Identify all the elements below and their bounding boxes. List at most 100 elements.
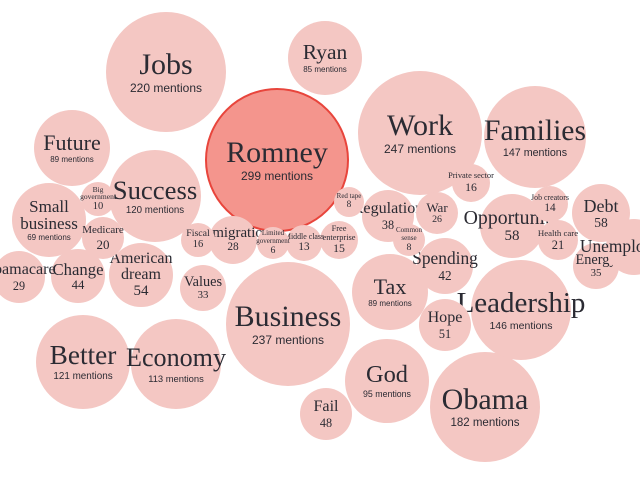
bubble-families[interactable]: Families 147 mentions (484, 86, 586, 188)
bubble-ryan[interactable]: Ryan 85 mentions (288, 21, 362, 95)
bubble-change[interactable]: Change 44 (51, 249, 105, 303)
bubble-label: Health care (537, 227, 579, 238)
bubble-immigration[interactable]: Immigration 28 (196, 216, 270, 264)
bubble-mentions: 220 mentions (129, 81, 203, 96)
bubble-label: Fiscal (186, 228, 210, 240)
bubble-label: Change (52, 259, 104, 279)
bubble-value: 51 (438, 326, 452, 341)
bubble-label: Tax (373, 273, 407, 299)
bubble-value: 38 (381, 217, 395, 232)
bubble-mentions: 69 mentions (27, 233, 71, 243)
bubble-big-government[interactable]: Big government 10 (80, 182, 116, 216)
bubble-obama[interactable]: Obama 182 mentions (430, 352, 540, 462)
bubble-energy[interactable]: Energy 35 (573, 243, 619, 289)
bubble-mentions: 85 mentions (303, 64, 347, 74)
bubble-label: Debt (583, 195, 619, 216)
bubble-label: Success (112, 174, 198, 205)
bubble-value: 10 (92, 200, 104, 212)
bubble-god[interactable]: God 95 mentions (345, 339, 429, 423)
bubble-label: Obamacare (0, 261, 56, 279)
bubble-value: 42 (438, 267, 452, 283)
bubble-value: 8 (406, 241, 412, 253)
bubble-mentions: 247 mentions (383, 142, 457, 157)
bubble-mentions: 89 mentions (50, 155, 94, 165)
bubble-work[interactable]: Work 247 mentions (358, 71, 482, 195)
bubble-label: Business (234, 299, 342, 333)
bubble-mentions: 89 mentions (368, 299, 412, 309)
bubble-value: 16 (192, 239, 204, 251)
bubble-business[interactable]: Business 237 mentions (226, 262, 350, 386)
bubble-hope[interactable]: Hope 51 (419, 299, 471, 351)
bubble-label: Fail (313, 398, 339, 416)
bubble-label: Regulation (352, 200, 424, 218)
bubble-value: 44 (71, 277, 85, 292)
bubble-mentions: 146 mentions (489, 319, 553, 332)
bubble-fail[interactable]: Fail 48 (300, 388, 352, 440)
bubble-value: 29 (12, 278, 26, 293)
bubble-common-sense[interactable]: Common sense 8 (393, 224, 425, 256)
bubble-value: 48 (319, 415, 333, 430)
bubble-label: War (426, 199, 448, 215)
bubble-free-enterprise[interactable]: Free enterprise 15 (320, 221, 358, 259)
bubble-value: 54 (133, 283, 149, 300)
bubble-health-care[interactable]: Health care 21 (538, 220, 578, 260)
bubble-mentions: 182 mentions (450, 416, 520, 429)
bubble-label: Hope (427, 309, 463, 327)
bubble-label: Job creators (531, 192, 569, 202)
bubble-label: Values (183, 273, 223, 290)
bubble-economy[interactable]: Economy 113 mentions (126, 319, 226, 409)
bubble-leadership[interactable]: Leadership 146 mentions (457, 260, 585, 360)
bubble-label: Private sector (448, 171, 494, 181)
bubble-values[interactable]: Values 33 (180, 265, 226, 311)
bubble-obamacare[interactable]: Obamacare29 (0, 251, 56, 303)
bubble-tax[interactable]: Tax 89 mentions (352, 254, 428, 330)
bubble-mentions: 113 mentions (148, 372, 204, 384)
bubble-small-business[interactable]: Small business 69 mentions (12, 183, 86, 257)
bubble-mentions: 95 mentions (363, 389, 411, 400)
bubble-value: 8 (346, 200, 352, 211)
bubble-red-tape[interactable]: Red tape 8 (334, 187, 364, 217)
bubble-label: Red tape (336, 192, 362, 201)
bubble-label: Middle class (283, 231, 325, 241)
bubble-value: 33 (197, 289, 209, 302)
bubble-jobs[interactable]: Jobs 220 mentions (106, 12, 226, 132)
bubble-value: 21 (551, 237, 565, 252)
bubble-label: Limited government (256, 229, 290, 245)
bubble-label: Energy (575, 251, 617, 268)
bubble-romney[interactable]: Romney 299 mentions (205, 88, 349, 232)
bubble-middle-class[interactable]: Middle class 13 (284, 225, 324, 261)
bubble-value: 35 (590, 267, 602, 280)
bubble-war[interactable]: War 26 (416, 192, 458, 234)
bubble-future[interactable]: Future 89 mentions (34, 110, 110, 186)
bubble-spending[interactable]: Spending 42 (412, 238, 478, 294)
bubble-label: Obama (441, 382, 529, 416)
bubble-medicare[interactable]: Medicare 20 (82, 217, 124, 259)
bubble-value: 20 (96, 236, 110, 252)
bubble-label: Better (49, 340, 117, 371)
bubble-label: Leadership (456, 286, 586, 319)
bubble-success[interactable]: Success 120 mentions (109, 150, 201, 242)
bubble-label: Romney (226, 135, 328, 169)
bubble-label: Future (43, 129, 101, 155)
bubble-limited-government[interactable]: Limited government 6 (256, 227, 290, 259)
bubble-label: Free enterprise (322, 224, 356, 242)
bubble-private-sector[interactable]: Private sector 16 (448, 164, 494, 202)
bubble-value: 58 (594, 214, 608, 230)
bubble-label: American dream (109, 249, 173, 283)
bubble-fiscal[interactable]: Fiscal 16 (181, 223, 215, 257)
bubble-label: Families (484, 114, 586, 147)
bubble-american-dream[interactable]: American dream 54 (109, 243, 173, 307)
bubble-value: 15 (333, 241, 345, 256)
bubble-label: Work (387, 108, 453, 142)
bubble-label: Unemployment (579, 236, 640, 257)
bubble-job-creators[interactable]: Job creators 14 (531, 186, 569, 222)
bubble-value: 13 (298, 240, 310, 253)
bubble-label: Medicare (82, 224, 124, 237)
bubble-value: 28 (227, 241, 239, 254)
bubble-mentions: 147 mentions (502, 146, 568, 159)
bubble-label: Jobs (139, 47, 193, 81)
bubble-better[interactable]: Better 121 mentions (36, 315, 130, 409)
bubble-label: Big government (80, 184, 116, 202)
bubble-mentions: 237 mentions (251, 333, 325, 348)
